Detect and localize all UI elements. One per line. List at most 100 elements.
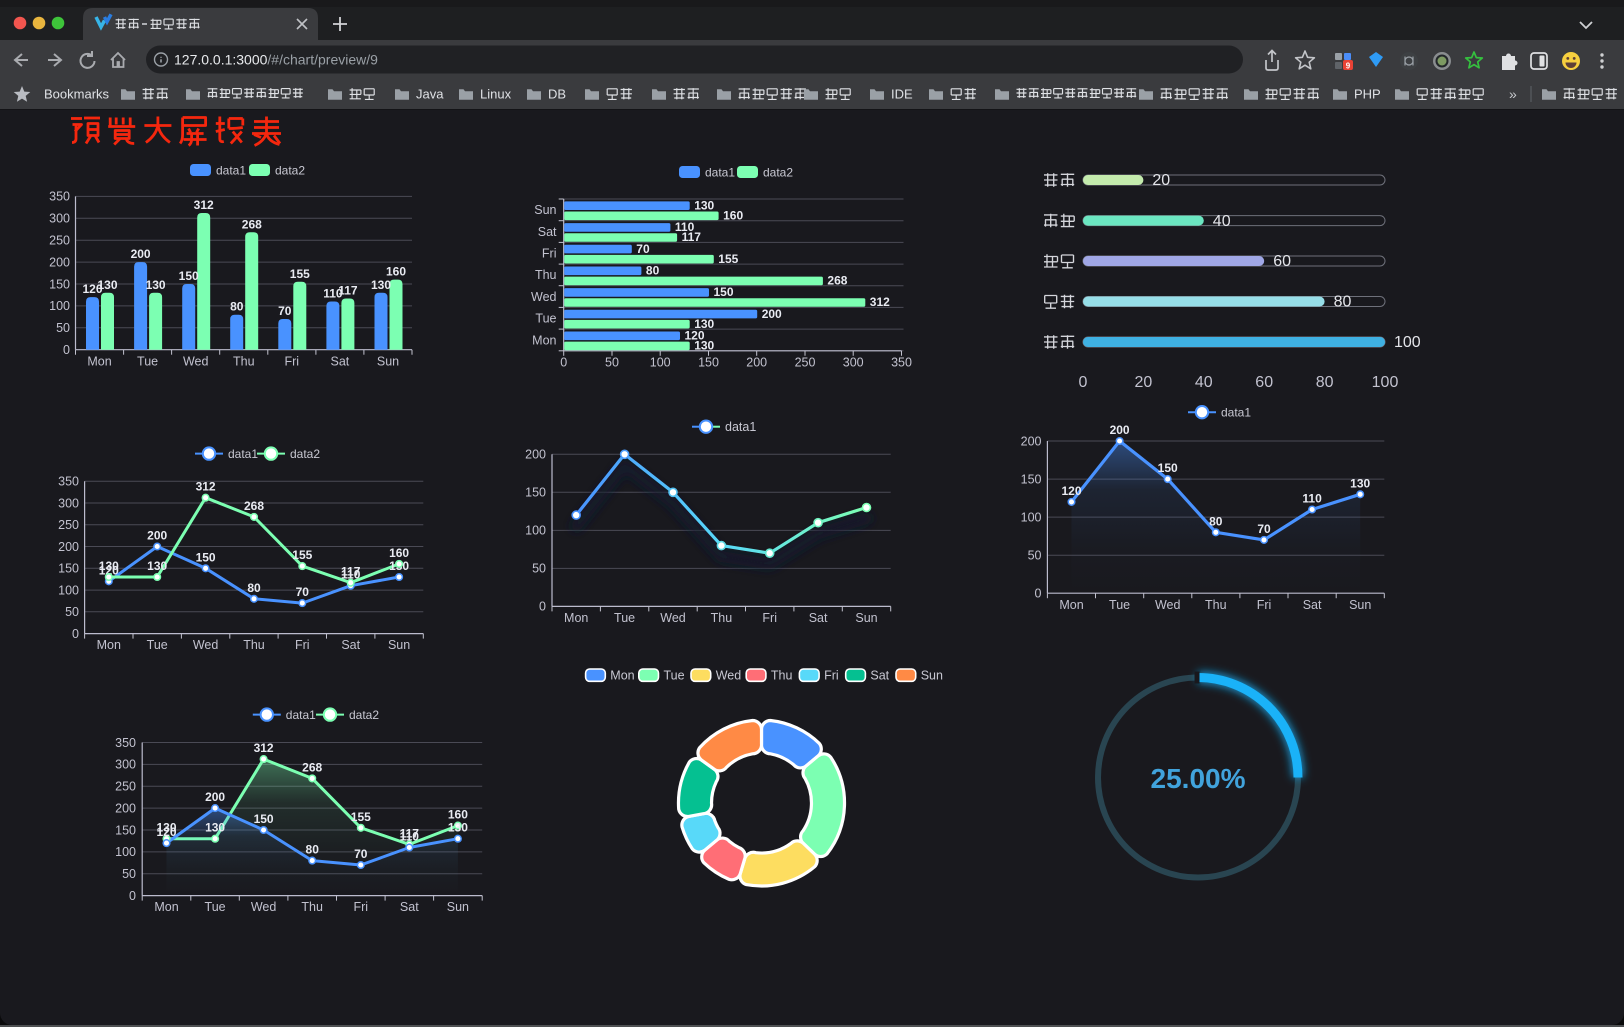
svg-text:IDE: IDE: [891, 87, 913, 102]
svg-text:50: 50: [65, 605, 79, 619]
svg-text:100: 100: [1372, 374, 1399, 391]
svg-text:120: 120: [156, 825, 176, 839]
svg-text:data2: data2: [275, 164, 305, 178]
svg-text:Fri: Fri: [824, 669, 839, 683]
svg-text:Fri: Fri: [295, 638, 310, 652]
svg-text:130: 130: [156, 821, 176, 835]
svg-text:150: 150: [179, 269, 199, 283]
svg-text:268: 268: [302, 760, 322, 774]
svg-text:0: 0: [560, 356, 567, 370]
svg-text:110: 110: [675, 220, 695, 234]
svg-text:120: 120: [82, 282, 102, 296]
svg-text:200: 200: [115, 801, 136, 815]
svg-text:Sat: Sat: [538, 225, 557, 239]
svg-text:350: 350: [58, 475, 79, 489]
svg-text:120: 120: [99, 563, 119, 577]
svg-text:160: 160: [389, 546, 409, 560]
svg-text:120: 120: [685, 329, 705, 343]
svg-text:312: 312: [254, 741, 274, 755]
svg-text:Sat: Sat: [331, 355, 350, 369]
svg-text:Sun: Sun: [921, 669, 943, 683]
svg-text:160: 160: [723, 209, 743, 223]
svg-text:Mon: Mon: [97, 638, 121, 652]
svg-text:60: 60: [1255, 374, 1273, 391]
svg-text:155: 155: [290, 267, 310, 281]
svg-text:150: 150: [1158, 461, 1178, 475]
svg-text:117: 117: [338, 284, 358, 298]
svg-text:data1: data1: [725, 420, 756, 434]
svg-text:Sat: Sat: [809, 611, 828, 625]
svg-text:155: 155: [351, 810, 371, 824]
svg-text:312: 312: [870, 295, 890, 309]
svg-text:data1: data1: [1221, 406, 1251, 420]
svg-text:110: 110: [400, 830, 420, 844]
svg-text:250: 250: [49, 234, 70, 248]
svg-text:Mon: Mon: [610, 669, 634, 683]
svg-text:Thu: Thu: [1205, 598, 1227, 612]
svg-text:Wed: Wed: [183, 355, 209, 369]
svg-text:20: 20: [1135, 374, 1153, 391]
svg-text:Fri: Fri: [542, 247, 557, 261]
svg-text:Wed: Wed: [531, 290, 557, 304]
svg-text:data1: data1: [228, 447, 258, 461]
svg-text:Java: Java: [416, 87, 444, 102]
svg-text:70: 70: [354, 847, 368, 861]
svg-text:300: 300: [58, 496, 79, 510]
svg-text:150: 150: [525, 486, 546, 500]
svg-text:0: 0: [539, 600, 546, 614]
svg-text:80: 80: [230, 300, 244, 314]
svg-text:Tue: Tue: [1109, 598, 1130, 612]
svg-text:Mon: Mon: [564, 611, 588, 625]
svg-text:117: 117: [682, 230, 702, 244]
svg-text:Wed: Wed: [251, 900, 277, 914]
svg-text:Tue: Tue: [137, 355, 158, 369]
svg-text:200: 200: [1021, 434, 1042, 448]
svg-text:Sun: Sun: [534, 203, 556, 217]
svg-text:Wed: Wed: [716, 669, 742, 683]
svg-text:160: 160: [448, 808, 468, 822]
svg-text:20: 20: [1152, 172, 1170, 189]
svg-text:268: 268: [244, 499, 264, 513]
svg-text:100: 100: [525, 524, 546, 538]
svg-text:80: 80: [1316, 374, 1334, 391]
svg-text:»: »: [1509, 86, 1517, 102]
svg-text:Sat: Sat: [400, 900, 419, 914]
svg-text:200: 200: [1110, 423, 1130, 437]
svg-text:Tue: Tue: [535, 312, 556, 326]
svg-text:250: 250: [115, 780, 136, 794]
svg-text:150: 150: [698, 356, 719, 370]
svg-text:350: 350: [115, 736, 136, 750]
svg-text:Wed: Wed: [1155, 598, 1181, 612]
svg-text:150: 150: [714, 285, 734, 299]
svg-text:Mon: Mon: [532, 333, 556, 347]
svg-text:DB: DB: [548, 87, 566, 102]
svg-text:Fri: Fri: [1257, 598, 1272, 612]
svg-text:70: 70: [636, 242, 650, 256]
svg-text:50: 50: [56, 321, 70, 335]
svg-text:130: 130: [448, 821, 468, 835]
svg-text:Mon: Mon: [87, 355, 111, 369]
svg-text:200: 200: [746, 356, 767, 370]
svg-text:200: 200: [525, 448, 546, 462]
svg-text:Fri: Fri: [762, 611, 777, 625]
svg-text:200: 200: [147, 529, 167, 543]
svg-text:130: 130: [371, 278, 391, 292]
svg-text:300: 300: [843, 356, 864, 370]
svg-text:80: 80: [1209, 514, 1223, 528]
svg-text:Sat: Sat: [870, 669, 889, 683]
svg-text:200: 200: [205, 790, 225, 804]
svg-text:data1: data1: [705, 166, 735, 180]
svg-text:Wed: Wed: [193, 638, 219, 652]
svg-text:100: 100: [115, 845, 136, 859]
svg-text:50: 50: [605, 356, 619, 370]
svg-text:100: 100: [49, 299, 70, 313]
svg-text:150: 150: [58, 562, 79, 576]
svg-text:200: 200: [49, 255, 70, 269]
svg-text:80: 80: [306, 843, 320, 857]
svg-text:25.00%: 25.00%: [1151, 763, 1246, 794]
svg-text:80: 80: [1334, 294, 1352, 311]
svg-text:Fri: Fri: [354, 900, 369, 914]
svg-text:300: 300: [115, 758, 136, 772]
svg-text:data2: data2: [290, 447, 320, 461]
svg-text:Tue: Tue: [147, 638, 168, 652]
